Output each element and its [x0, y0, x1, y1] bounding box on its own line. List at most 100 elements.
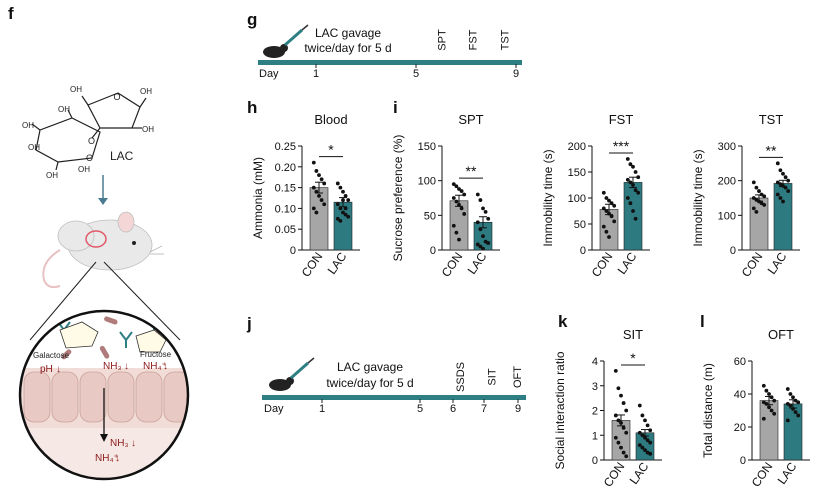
nh4-label: NH₄⁺ [143, 361, 167, 372]
data-point [451, 196, 456, 200]
y-tick-label: 0 [430, 245, 436, 257]
oh-label: OH [142, 125, 154, 134]
data-point [648, 451, 653, 456]
data-point [335, 181, 340, 186]
data-point [643, 435, 647, 440]
data-point [781, 171, 785, 176]
data-point [754, 209, 759, 214]
svg-text:↓: ↓ [163, 361, 168, 372]
panel-letter-h: h [247, 98, 258, 117]
data-point [478, 198, 483, 202]
data-point [462, 212, 467, 216]
data-point [311, 185, 316, 190]
timeline-g [258, 24, 522, 68]
y-axis-label: Social interaction ratio [553, 351, 567, 469]
data-point [625, 196, 630, 200]
chart-title: SIT [623, 327, 643, 342]
data-point [601, 206, 606, 211]
y-tick-label: 0.05 [275, 224, 296, 236]
data-point [338, 218, 343, 223]
data-point [643, 448, 647, 452]
data-point [791, 395, 795, 400]
panel-letter-i: i [393, 98, 398, 117]
y-tick-label: 0.25 [275, 141, 296, 153]
data-point [601, 224, 606, 229]
data-point [783, 175, 788, 180]
y-tick-label: 0 [740, 455, 746, 467]
data-point [637, 403, 642, 408]
bar-lac [333, 201, 353, 251]
chart-title: SPT [458, 112, 483, 127]
svg-text:↓: ↓ [56, 364, 61, 375]
svg-text:O: O [88, 136, 95, 146]
significance-marker: * [630, 350, 636, 366]
data-point [346, 198, 351, 202]
data-point [751, 180, 756, 185]
data-point [612, 219, 617, 224]
data-point [761, 383, 766, 388]
y-tick-label: 4 [592, 356, 598, 368]
data-point [612, 203, 617, 208]
ph-label: pH [40, 364, 53, 375]
x-tick-label: LAC [325, 249, 350, 276]
panel-letter-j: j [247, 314, 252, 333]
data-point [459, 189, 464, 193]
y-tick-label: 40 [734, 389, 746, 401]
svg-text:↓: ↓ [131, 438, 136, 449]
chart-i-spt: SPT Sucrose preference (%) 0 50 100 150 CON LAC… [391, 112, 500, 280]
y-axis-label: Sucrose preference (%) [391, 135, 405, 262]
data-point [648, 440, 653, 445]
data-point [625, 177, 630, 182]
chart-l-oft: OFT Total distance (m) 0 20 40 60 CON LAC [701, 327, 810, 490]
data-point [601, 190, 606, 195]
oh-label: OH [28, 143, 40, 152]
data-point [314, 169, 319, 173]
panel-letter-k: k [558, 312, 568, 331]
x-tick-label: CON [589, 250, 616, 280]
x-tick-label: LAC [765, 249, 790, 276]
y-tick-label: 0.15 [275, 183, 296, 195]
x-tick-label: CON [749, 460, 776, 490]
data-point [451, 182, 456, 187]
data-point [322, 181, 327, 186]
compound-label: LAC [110, 149, 134, 163]
y-axis-label: Immobility time (s) [691, 149, 705, 246]
timeline-j-day: 7 [480, 403, 488, 415]
data-point [335, 202, 340, 207]
y-axis-label: Immobility time (s) [541, 149, 555, 246]
data-point [628, 180, 633, 185]
timeline-j-line2: twice/day for 5 d [326, 376, 414, 390]
panel-letter-f: f [8, 4, 14, 23]
y-tick-label: 0 [730, 245, 736, 257]
timeline-g-day-label: Day [259, 68, 279, 80]
data-point [338, 185, 343, 190]
data-point [613, 435, 618, 440]
oh-label: OH [58, 105, 70, 114]
data-point [645, 423, 650, 428]
data-point [751, 206, 756, 211]
data-point [788, 403, 793, 408]
y-tick-label: 20 [734, 422, 746, 434]
data-point [338, 206, 343, 211]
data-point [457, 187, 461, 191]
data-point [613, 369, 618, 373]
timeline-j-test-sit: SIT [486, 368, 499, 386]
data-point [457, 237, 461, 242]
svg-text:O: O [113, 92, 120, 102]
galactose-label: Galactose [33, 351, 70, 360]
data-point [616, 418, 621, 423]
y-tick-label: 0 [580, 245, 586, 257]
data-point [343, 206, 348, 211]
data-point [633, 188, 638, 193]
timeline-j-day: 1 [318, 403, 326, 415]
data-point [786, 189, 791, 193]
timeline-j-day: 9 [514, 403, 522, 415]
data-point [775, 161, 780, 166]
data-point [619, 445, 623, 450]
timeline-j-day: 6 [449, 403, 457, 415]
y-tick-label: 100 [568, 193, 586, 205]
panel-letter-g: g [247, 10, 258, 29]
data-point [788, 392, 793, 396]
data-point [645, 438, 650, 443]
bar-con [759, 400, 779, 461]
